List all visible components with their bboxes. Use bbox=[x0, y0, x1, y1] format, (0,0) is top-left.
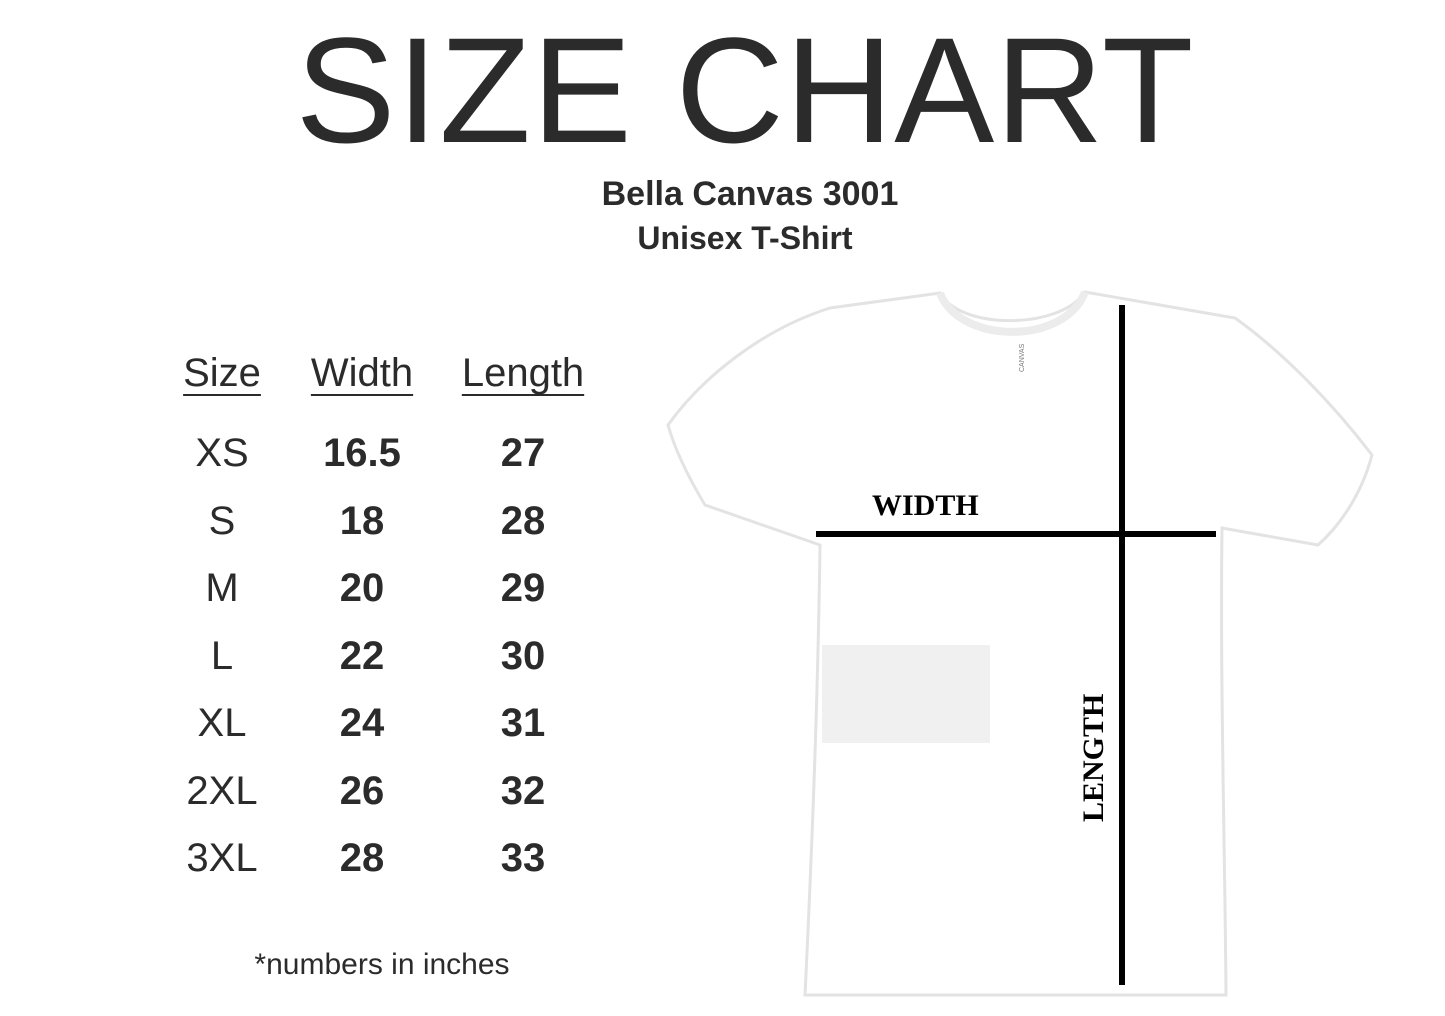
page-title: SIZE CHART bbox=[295, 6, 1195, 174]
cell-size: L bbox=[210, 633, 234, 678]
column-header-width: Width bbox=[310, 351, 414, 395]
length-line bbox=[1119, 305, 1125, 985]
product-name: Bella Canvas 3001 bbox=[601, 175, 899, 213]
cell-size: M bbox=[205, 566, 239, 610]
cell-length: 27 bbox=[500, 431, 546, 475]
cell-width: 18 bbox=[339, 498, 385, 543]
collar bbox=[936, 290, 1089, 336]
cell-width: 24 bbox=[339, 701, 385, 745]
column-header-size: Size bbox=[183, 351, 261, 395]
cell-width: 22 bbox=[339, 633, 385, 678]
cell-length: 33 bbox=[500, 836, 546, 880]
width-label: WIDTH bbox=[872, 489, 979, 522]
cell-width: 20 bbox=[339, 566, 385, 610]
cell-length: 31 bbox=[500, 701, 546, 745]
cell-width: 16.5 bbox=[323, 431, 401, 475]
cell-width: 28 bbox=[339, 836, 385, 880]
cell-length: 28 bbox=[500, 498, 546, 543]
cell-size: 3XL bbox=[186, 836, 258, 880]
cell-size: XS bbox=[195, 431, 249, 475]
shirt-tag: CANVAS bbox=[1019, 343, 1026, 372]
width-line bbox=[816, 531, 1216, 537]
cell-length: 29 bbox=[500, 566, 546, 610]
cell-length: 32 bbox=[500, 768, 546, 813]
product-type: Unisex T-Shirt bbox=[637, 220, 853, 256]
cell-width: 26 bbox=[339, 768, 385, 813]
cell-size: S bbox=[208, 498, 236, 543]
cell-size: 2XL bbox=[186, 768, 258, 813]
tshirt-shade bbox=[822, 645, 990, 743]
footnote: *numbers in inches bbox=[254, 948, 510, 981]
cell-length: 30 bbox=[500, 633, 546, 678]
tshirt-shape bbox=[666, 290, 1374, 997]
length-label: LENGTH bbox=[1077, 694, 1110, 822]
column-header-length: Length bbox=[461, 351, 585, 395]
cell-size: XL bbox=[197, 701, 247, 745]
